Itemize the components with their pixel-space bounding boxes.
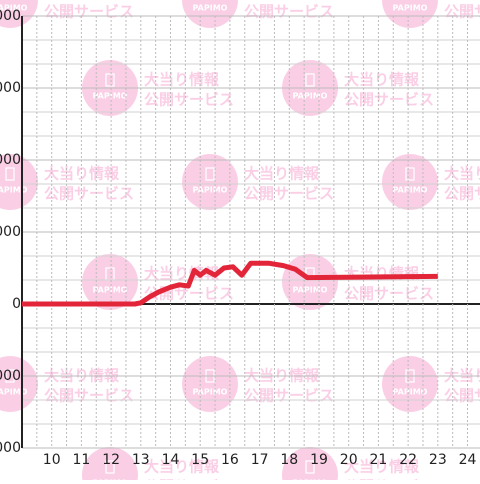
watermark-title: 大当り情報 xyxy=(244,165,320,183)
y-tick-label: -6,000 xyxy=(0,440,21,456)
watermark-circle xyxy=(182,356,238,412)
watermark-icon xyxy=(5,167,15,181)
watermark-subtitle: 公開サービス xyxy=(144,91,234,109)
watermark-circle xyxy=(382,356,438,412)
watermark-icon xyxy=(5,369,15,383)
watermark-logo: PAPIMO xyxy=(0,388,28,397)
watermark-circle xyxy=(0,0,38,28)
watermark-subtitle: 公開サービス xyxy=(344,91,434,109)
watermark-logo: PAPIMO xyxy=(393,4,428,13)
watermark-circle xyxy=(182,0,238,28)
watermark-logo: PAPIMO xyxy=(93,92,128,101)
y-tick-label: -3,000 xyxy=(0,368,21,384)
watermark-logo: PAPIMO xyxy=(393,388,428,397)
watermark-title: 大当り情報 xyxy=(144,71,220,89)
watermark-subtitle: 公開サービス xyxy=(44,185,134,203)
y-tick-label: 9,000 xyxy=(0,80,21,96)
x-tick-label: 13 xyxy=(132,452,150,468)
x-tick-label: 12 xyxy=(102,452,120,468)
watermark-circle xyxy=(282,254,338,310)
x-tick-label: 17 xyxy=(251,452,269,468)
watermark-subtitle: 公開サービス xyxy=(444,185,480,203)
watermark-title: 大当り情報 xyxy=(244,0,320,1)
watermark-logo: PAPIMO xyxy=(193,388,228,397)
watermark-logo: PAPIMO xyxy=(193,186,228,195)
watermark-logo: PAPIMO xyxy=(93,286,128,295)
watermark-icon xyxy=(305,73,315,87)
watermark-subtitle: 公開サービス xyxy=(44,387,134,405)
watermark-logo: PAPIMO xyxy=(0,186,28,195)
watermark-icon xyxy=(205,167,215,181)
y-tick-label: 0 xyxy=(12,296,21,312)
watermark-subtitle: 公開サービス xyxy=(444,3,480,21)
x-tick-label: 16 xyxy=(221,452,239,468)
x-tick-label: 10 xyxy=(43,452,61,468)
watermark-logo: PAPIMO xyxy=(0,4,28,13)
x-tick-label: 23 xyxy=(429,452,447,468)
watermark-logo: PAPIMO xyxy=(293,286,328,295)
watermark-circle xyxy=(282,447,338,484)
watermark-logo: PAPIMO xyxy=(193,4,228,13)
watermark-title: 大当り情報 xyxy=(444,0,480,1)
y-tick-label: 12,000 xyxy=(0,8,21,24)
watermark-icon xyxy=(405,167,415,181)
watermark-title: 大当り情報 xyxy=(444,165,480,183)
watermark-circle xyxy=(0,356,38,412)
watermark-title: 大当り情報 xyxy=(44,165,120,183)
watermark-logo: PAPIMO xyxy=(393,186,428,195)
data-line xyxy=(22,260,438,307)
watermark-circle xyxy=(182,154,238,210)
watermark-logo: PAPIMO xyxy=(293,92,328,101)
x-tick-label: 20 xyxy=(340,452,358,468)
x-tick-label: 18 xyxy=(280,452,298,468)
y-tick-label: 6,000 xyxy=(0,152,21,168)
watermark-title: 大当り情報 xyxy=(344,71,420,89)
watermark-title: 大当り情報 xyxy=(344,458,420,476)
watermark-circle xyxy=(82,447,138,484)
x-tick-label: 11 xyxy=(72,452,90,468)
x-tick-label: 15 xyxy=(191,452,209,468)
watermark-icon xyxy=(105,460,115,474)
watermark-title: 大当り情報 xyxy=(144,458,220,476)
watermark-circle xyxy=(382,0,438,28)
x-tick-label: 24 xyxy=(459,452,477,468)
watermark-circle xyxy=(382,154,438,210)
x-tick-label: 19 xyxy=(310,452,328,468)
grid: 12,000 9,000 6,000 3,000 0 -3,000 -6,000 10 11 12… xyxy=(0,8,480,468)
watermark-subtitle: 公開サービス xyxy=(344,285,434,303)
watermark-subtitle: 公開サービス xyxy=(444,387,480,405)
y-tick-label: 3,000 xyxy=(0,224,21,240)
watermark-title: 大当り情報 xyxy=(144,265,220,283)
watermark-title: 大当り情報 xyxy=(44,0,120,1)
watermark-subtitle: 公開サービス xyxy=(44,3,134,21)
x-tick-label: 14 xyxy=(162,452,180,468)
watermark-icon xyxy=(305,460,315,474)
x-tick-label: 22 xyxy=(399,452,417,468)
watermark-icon xyxy=(105,73,115,87)
x-tick-label: 21 xyxy=(370,452,388,468)
plot xyxy=(22,260,438,307)
